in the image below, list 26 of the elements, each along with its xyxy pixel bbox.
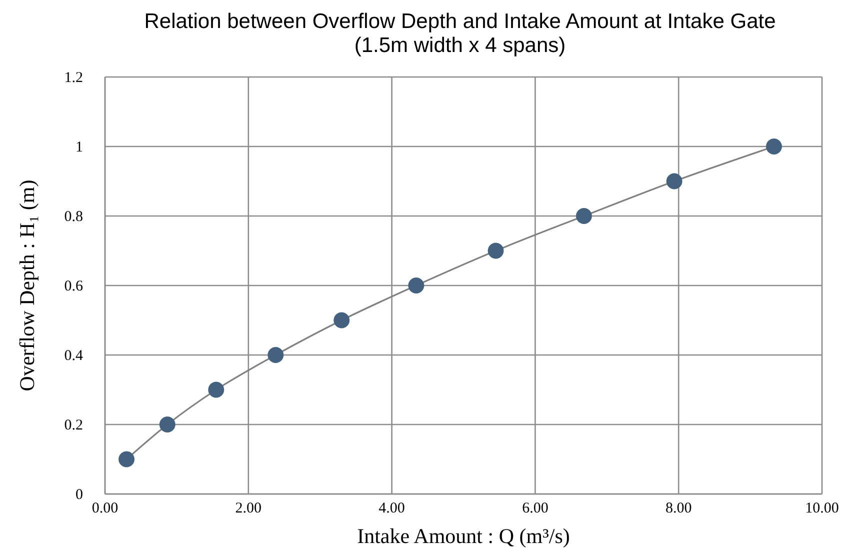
y-tick-label: 1: [76, 139, 83, 156]
y-axis-title: Overflow Depth : H₁ (m): [15, 180, 39, 392]
y-tick-label: 0.8: [64, 208, 83, 225]
point: [766, 138, 782, 154]
chart-title: Relation between Overflow Depth and Intake Amount at Intake Gate (1.5m width x 4 spans): [144, 10, 776, 57]
point: [488, 242, 504, 259]
point: [334, 312, 350, 328]
x-tick-label: 8.00: [665, 500, 692, 517]
y-tick-label: 1.2: [64, 70, 83, 86]
x-tick-label: 0.00: [92, 500, 118, 517]
point: [208, 382, 224, 398]
point: [268, 347, 284, 363]
x-tick-label: 2.00: [235, 500, 262, 517]
x-tick-label: 10.00: [805, 500, 839, 517]
point: [408, 278, 424, 294]
x-axis-title: Intake Amount : Q (m³/s): [357, 524, 570, 548]
point: [118, 451, 134, 468]
y-tick-label: 0.6: [64, 278, 84, 294]
y-tick-label: 0: [76, 486, 83, 503]
point: [159, 416, 176, 432]
point: [666, 173, 682, 190]
y-tick-label: 0.2: [64, 417, 83, 434]
x-tick-label: 6.00: [522, 500, 548, 517]
y-tick-label: 0.4: [64, 348, 84, 364]
point: [576, 208, 592, 224]
x-tick-label: 4.00: [378, 500, 405, 517]
